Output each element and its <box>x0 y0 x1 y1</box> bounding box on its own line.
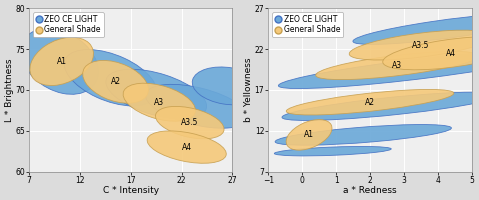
Ellipse shape <box>316 51 479 80</box>
Ellipse shape <box>147 131 226 163</box>
Y-axis label: L * Brightness: L * Brightness <box>5 58 14 122</box>
Ellipse shape <box>278 51 479 89</box>
Ellipse shape <box>192 67 262 105</box>
Ellipse shape <box>106 69 206 119</box>
Ellipse shape <box>146 84 248 128</box>
X-axis label: C * Intensity: C * Intensity <box>103 186 159 195</box>
Y-axis label: b * Yellowness: b * Yellowness <box>244 58 253 122</box>
Ellipse shape <box>349 30 479 60</box>
X-axis label: a * Redness: a * Redness <box>343 186 397 195</box>
Text: A1: A1 <box>57 57 67 66</box>
Legend: ZEO CE LIGHT, General Shade: ZEO CE LIGHT, General Shade <box>33 12 104 37</box>
Text: A3: A3 <box>154 98 164 107</box>
Ellipse shape <box>21 29 99 94</box>
Text: A2: A2 <box>365 98 375 107</box>
Ellipse shape <box>64 50 157 106</box>
Text: A1: A1 <box>304 130 314 139</box>
Text: A4: A4 <box>182 143 192 152</box>
Ellipse shape <box>286 120 332 150</box>
Ellipse shape <box>275 125 451 145</box>
Ellipse shape <box>156 106 224 139</box>
Ellipse shape <box>30 37 93 86</box>
Text: A3.5: A3.5 <box>412 41 430 50</box>
Ellipse shape <box>123 83 195 121</box>
Text: A4: A4 <box>446 49 456 58</box>
Text: A3: A3 <box>392 61 402 70</box>
Ellipse shape <box>83 60 148 103</box>
Text: A3.5: A3.5 <box>181 118 198 127</box>
Ellipse shape <box>383 37 479 70</box>
Ellipse shape <box>274 146 391 156</box>
Ellipse shape <box>353 13 479 44</box>
Text: A2: A2 <box>111 77 121 86</box>
Legend: ZEO CE LIGHT, General Shade: ZEO CE LIGHT, General Shade <box>272 12 343 37</box>
Ellipse shape <box>282 92 479 120</box>
Ellipse shape <box>286 89 454 115</box>
